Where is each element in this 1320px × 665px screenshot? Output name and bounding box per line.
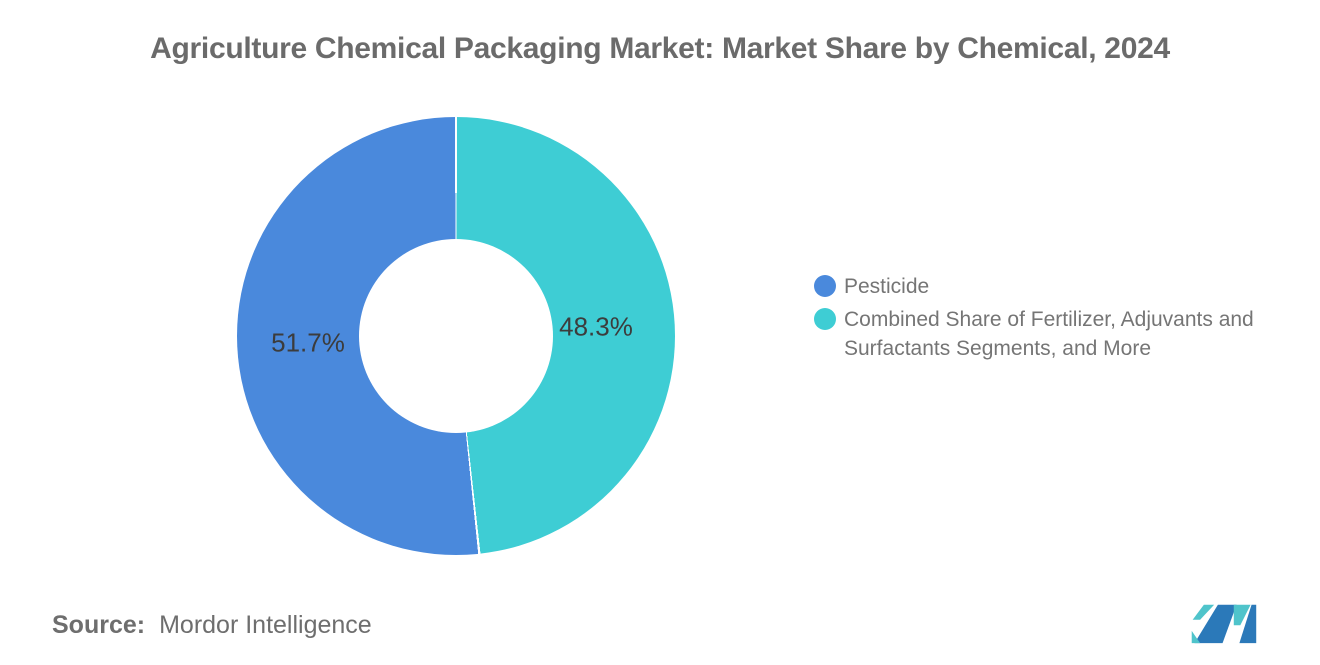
legend-label-combined: Combined Share of Fertilizer, Adjuvants … [844, 308, 1254, 360]
chart-legend: Pesticide Combined Share of Fertilizer, … [814, 272, 1279, 367]
legend-dot-pesticide [814, 275, 836, 297]
legend-dot-combined [814, 308, 836, 330]
donut-hole [359, 239, 553, 433]
mordor-logo-icon [1191, 604, 1257, 644]
source-line: Source: Mordor Intelligence [52, 611, 372, 640]
slice-label-combined: 48.3% [559, 311, 633, 342]
legend-item-combined: Combined Share of Fertilizer, Adjuvants … [814, 305, 1279, 363]
legend-label-pesticide: Pesticide [844, 275, 930, 298]
source-label: Source: [52, 611, 146, 639]
source-name: Mordor Intelligence [159, 611, 372, 639]
legend-item-pesticide: Pesticide [814, 272, 1279, 301]
mordor-intelligence-logo [1185, 601, 1262, 644]
chart-title: Agriculture Chemical Packaging Market: M… [150, 32, 1170, 65]
donut-chart [237, 117, 675, 555]
slice-label-pesticide: 51.7% [271, 327, 345, 358]
